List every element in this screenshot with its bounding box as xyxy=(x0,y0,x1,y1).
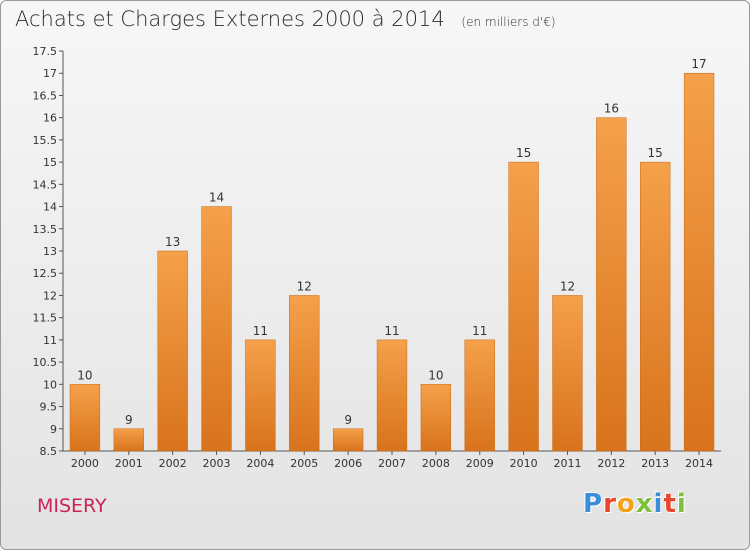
commune-name: MISERY xyxy=(37,495,107,517)
y-tick-label: 9 xyxy=(50,423,57,436)
bar-value-label: 11 xyxy=(253,324,268,338)
y-tick-label: 15.5 xyxy=(33,134,58,147)
bar xyxy=(683,72,715,452)
bar-value-label: 12 xyxy=(297,279,312,293)
y-tick-label: 16 xyxy=(43,112,57,125)
x-tick-label: 2005 xyxy=(290,457,318,470)
y-tick-label: 13 xyxy=(43,245,57,258)
logo-letter: P xyxy=(583,489,604,519)
x-tick-label: 2007 xyxy=(378,457,406,470)
y-tick-label: 12 xyxy=(43,289,57,302)
proxiti-logo: Proxiti xyxy=(583,489,687,519)
y-tick-label: 15 xyxy=(43,156,57,169)
x-tick-label: 2009 xyxy=(466,457,494,470)
bar-value-label: 11 xyxy=(384,324,399,338)
y-tick-label: 11 xyxy=(43,334,57,347)
bar xyxy=(420,384,452,452)
bar xyxy=(113,428,144,452)
bar-value-label: 13 xyxy=(165,235,180,249)
bar-value-label: 15 xyxy=(648,146,663,160)
chart-title-text: Achats et Charges Externes 2000 à 2014 xyxy=(15,7,445,31)
y-tick-label: 10 xyxy=(43,378,57,391)
x-tick-label: 2001 xyxy=(115,457,143,470)
x-tick-label: 2008 xyxy=(422,457,450,470)
bar xyxy=(552,295,583,452)
x-tick-label: 2004 xyxy=(246,457,274,470)
y-tick-label: 9.5 xyxy=(40,401,58,414)
bar-value-label: 12 xyxy=(560,279,575,293)
x-tick-label: 2010 xyxy=(510,457,538,470)
bar xyxy=(464,339,495,452)
bar xyxy=(332,428,364,452)
bar xyxy=(245,339,276,452)
bar xyxy=(640,161,671,452)
x-tick-label: 2011 xyxy=(553,457,581,470)
bar-value-label: 9 xyxy=(344,413,352,427)
chart-title: Achats et Charges Externes 2000 à 2014 (… xyxy=(15,7,556,31)
bar-value-label: 10 xyxy=(428,368,443,382)
bar-value-label: 10 xyxy=(77,368,92,382)
bar xyxy=(157,250,188,452)
logo-letter: o xyxy=(616,489,636,519)
y-tick-label: 12.5 xyxy=(33,267,58,280)
x-tick-label: 2002 xyxy=(159,457,187,470)
bar xyxy=(201,206,232,452)
chart-unit: (en milliers d'€) xyxy=(461,15,556,29)
bar-value-label: 17 xyxy=(691,57,706,71)
bar xyxy=(596,117,627,452)
logo-letter: i xyxy=(676,489,687,519)
y-tick-label: 14.5 xyxy=(33,178,58,191)
logo-letter: r xyxy=(603,489,617,519)
y-tick-label: 17.5 xyxy=(33,45,58,58)
y-tick-label: 17 xyxy=(43,67,57,80)
x-tick-label: 2006 xyxy=(334,457,362,470)
x-tick-label: 2013 xyxy=(641,457,669,470)
y-tick-label: 16.5 xyxy=(33,89,58,102)
logo-letter: x xyxy=(635,489,654,519)
bar xyxy=(508,161,539,452)
logo-letter: i xyxy=(653,489,664,519)
x-tick-label: 2012 xyxy=(597,457,625,470)
bar xyxy=(289,295,320,452)
bar-value-label: 16 xyxy=(604,102,619,116)
x-tick-label: 2000 xyxy=(71,457,99,470)
y-tick-label: 14 xyxy=(43,201,57,214)
bar xyxy=(376,339,408,452)
bar-value-label: 15 xyxy=(516,146,531,160)
logo-letter: t xyxy=(663,489,677,519)
bar-value-label: 11 xyxy=(472,324,487,338)
x-tick-label: 2003 xyxy=(203,457,231,470)
x-tick-label: 2014 xyxy=(685,457,713,470)
y-tick-label: 8.5 xyxy=(40,445,58,458)
y-tick-label: 10.5 xyxy=(33,356,58,369)
bar-value-label: 14 xyxy=(209,191,224,205)
bar xyxy=(69,384,101,452)
y-tick-label: 13.5 xyxy=(33,223,58,236)
bar-value-label: 9 xyxy=(125,413,133,427)
y-tick-label: 11.5 xyxy=(33,312,58,325)
